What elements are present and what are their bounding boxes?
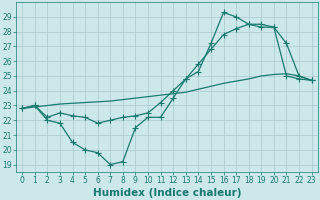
X-axis label: Humidex (Indice chaleur): Humidex (Indice chaleur): [93, 188, 241, 198]
